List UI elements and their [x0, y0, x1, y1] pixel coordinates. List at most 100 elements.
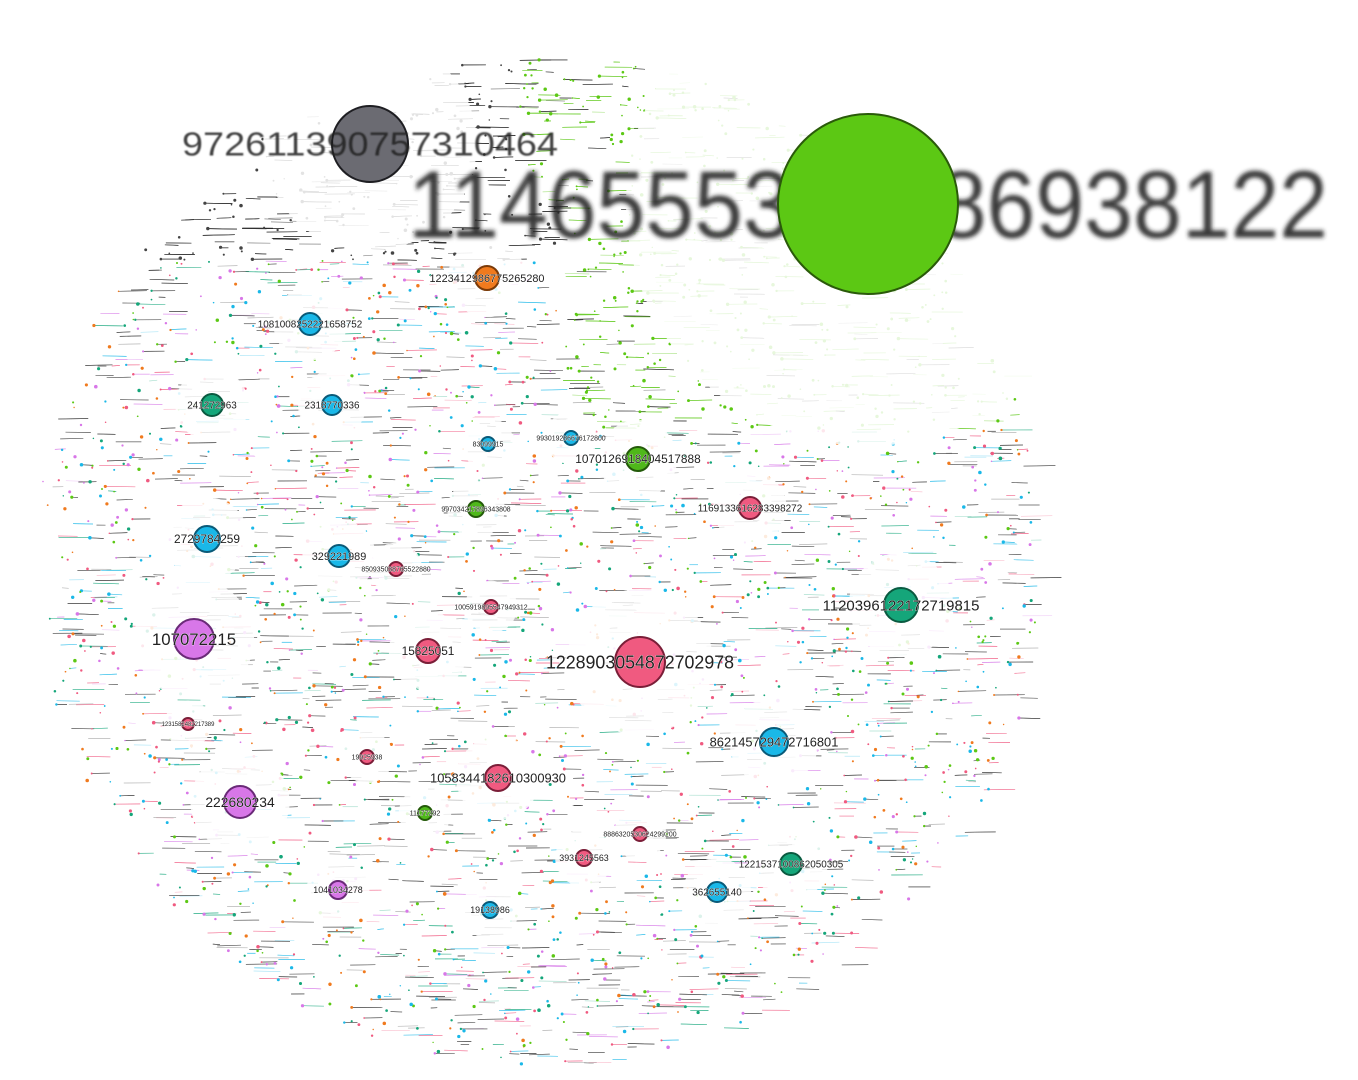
edge [538, 965, 567, 967]
edge [436, 604, 465, 606]
edge [827, 664, 844, 667]
edge [372, 432, 389, 434]
edge [799, 543, 828, 545]
edge [245, 271, 270, 273]
edge [648, 406, 671, 408]
edge [257, 503, 279, 505]
edge [290, 367, 303, 369]
edge [428, 330, 455, 333]
edge [689, 855, 708, 857]
edge [743, 561, 753, 563]
edge [406, 349, 437, 351]
edge [318, 596, 338, 598]
edge [275, 487, 307, 490]
edge [731, 966, 746, 969]
edge [426, 568, 442, 571]
edge [747, 917, 779, 919]
edge [388, 878, 399, 881]
edge [928, 823, 945, 825]
edge [804, 553, 831, 556]
edge [751, 548, 762, 550]
edge [620, 104, 628, 106]
edge [517, 966, 546, 968]
edge [954, 774, 968, 776]
edge [504, 383, 513, 386]
edge [446, 356, 465, 358]
edge [471, 323, 488, 325]
edge [399, 318, 415, 321]
edge [193, 912, 219, 914]
edge [302, 987, 322, 990]
edge [737, 664, 761, 667]
edge [227, 855, 248, 857]
edge [245, 963, 278, 965]
edge [543, 667, 559, 669]
edge [379, 909, 391, 911]
edge [525, 906, 540, 908]
edge [267, 282, 298, 284]
edge [671, 439, 682, 442]
edge [271, 669, 283, 672]
edge [490, 88, 520, 90]
edge [941, 687, 948, 690]
edge [753, 923, 779, 925]
edge [644, 562, 654, 564]
edge [270, 221, 293, 223]
edge [395, 527, 416, 529]
edge [220, 301, 246, 304]
edge [539, 110, 557, 112]
edge [832, 600, 853, 602]
edge [627, 1043, 655, 1045]
edge [620, 994, 634, 997]
edge [186, 359, 213, 361]
edge [438, 708, 460, 710]
edge [572, 97, 580, 99]
edge [385, 523, 407, 525]
edge [180, 482, 212, 484]
edge [482, 477, 503, 479]
edge [778, 804, 804, 806]
edge [603, 306, 629, 308]
edge [257, 436, 270, 438]
edge [89, 537, 104, 539]
edge [967, 658, 998, 660]
edge [312, 683, 337, 685]
edge [294, 584, 318, 587]
edge [68, 703, 94, 705]
edge [783, 910, 796, 913]
edge [339, 476, 353, 478]
edge [86, 756, 111, 758]
edge [219, 475, 251, 477]
edge [844, 774, 862, 776]
edge [611, 527, 622, 529]
edge [342, 729, 359, 731]
edge [536, 150, 551, 152]
edge [954, 578, 985, 580]
edge [567, 566, 582, 569]
edge [807, 649, 824, 651]
edge [336, 467, 360, 469]
edge [237, 378, 260, 381]
edge [474, 416, 495, 418]
edge [515, 504, 546, 506]
edge [313, 685, 343, 687]
edge [516, 485, 524, 488]
edge [596, 421, 628, 423]
edge [624, 773, 649, 775]
edge [313, 476, 338, 478]
edge [465, 345, 484, 347]
edge [1002, 582, 1026, 584]
edge [731, 422, 738, 425]
edge [615, 1026, 629, 1028]
edge [290, 415, 302, 417]
edge [434, 478, 454, 480]
edge [516, 673, 535, 675]
edge [527, 68, 537, 71]
edge [679, 998, 701, 1001]
edge [598, 262, 624, 264]
edge [384, 845, 408, 847]
edge [481, 946, 504, 949]
edge [928, 646, 950, 648]
edge [399, 492, 430, 495]
